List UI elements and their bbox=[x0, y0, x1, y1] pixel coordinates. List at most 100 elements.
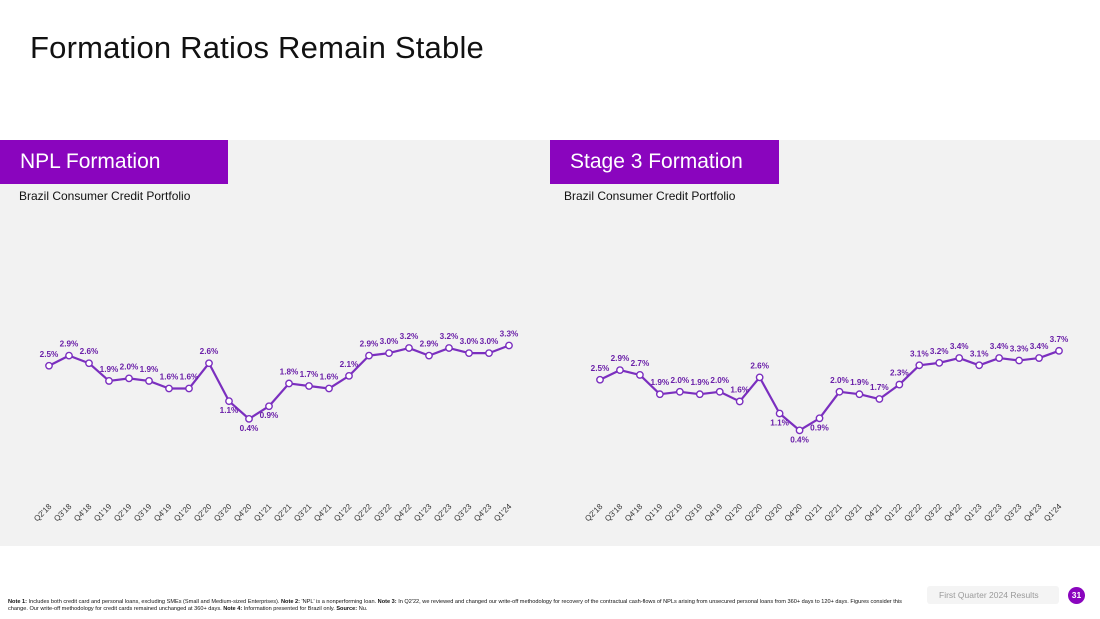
data-point-24 bbox=[505, 341, 513, 350]
data-point-11 bbox=[245, 414, 253, 423]
npl-panel-title: NPL Formation bbox=[0, 140, 228, 184]
data-label-2: 2.9% bbox=[60, 340, 79, 349]
note1-text: Includes both credit card and personal l… bbox=[26, 599, 281, 605]
data-label-15: 1.7% bbox=[870, 383, 889, 392]
data-point-21 bbox=[995, 354, 1004, 362]
data-point-19 bbox=[955, 354, 964, 362]
note1-label: Note 1: bbox=[8, 599, 27, 605]
data-label-20: 3.1% bbox=[970, 349, 989, 358]
note3-text: In Q2'22, we reviewed and changed our wr… bbox=[8, 599, 902, 613]
note2-text: 'NPL' is a nonperforming loan. bbox=[299, 599, 378, 605]
data-label-7: 1.6% bbox=[160, 373, 179, 382]
x-tick-label-20: Q1'23 bbox=[962, 502, 984, 524]
note4-text: Information presented for Brazil only. bbox=[242, 606, 337, 613]
data-label-19: 3.2% bbox=[400, 332, 419, 341]
data-label-8: 1.6% bbox=[730, 385, 749, 394]
data-label-18: 3.2% bbox=[930, 347, 949, 356]
data-point-9 bbox=[755, 373, 764, 382]
source-text: Nu. bbox=[357, 606, 368, 613]
data-label-14: 1.9% bbox=[850, 378, 869, 387]
data-point-16 bbox=[345, 371, 353, 380]
x-tick-label-5: Q2'19 bbox=[663, 502, 685, 524]
x-tick-label-9: Q2'20 bbox=[743, 502, 765, 524]
data-label-5: 2.0% bbox=[670, 376, 689, 385]
data-label-7: 2.0% bbox=[710, 376, 729, 385]
x-tick-label-10: Q3'20 bbox=[763, 502, 785, 524]
data-point-16 bbox=[895, 380, 904, 389]
data-label-3: 2.6% bbox=[80, 347, 99, 356]
data-label-24: 3.7% bbox=[1050, 335, 1069, 344]
data-point-14 bbox=[305, 382, 313, 390]
data-label-23: 3.4% bbox=[1030, 342, 1049, 351]
data-point-5 bbox=[125, 374, 133, 383]
x-tick-label-21: Q2'23 bbox=[982, 502, 1004, 524]
x-tick-label-24: Q1'24 bbox=[1042, 502, 1064, 524]
data-point-2 bbox=[65, 351, 73, 360]
data-point-22 bbox=[1015, 356, 1023, 365]
x-tick-label-8: Q1'20 bbox=[723, 502, 745, 524]
data-label-4: 1.9% bbox=[100, 365, 119, 374]
data-label-18: 3.0% bbox=[380, 337, 399, 346]
data-point-13 bbox=[835, 387, 844, 396]
page-title: Formation Ratios Remain Stable bbox=[30, 30, 484, 65]
footer-report-label: First Quarter 2024 Results bbox=[927, 586, 1059, 604]
note2-label: Note 2: bbox=[281, 599, 300, 605]
data-label-6: 1.9% bbox=[690, 378, 709, 387]
page-number-badge: 31 bbox=[1068, 587, 1085, 604]
data-point-22 bbox=[465, 349, 473, 357]
data-point-13 bbox=[285, 379, 293, 388]
npl-panel-subtitle: Brazil Consumer Credit Portfolio bbox=[19, 189, 191, 203]
x-tick-label-4: Q1'19 bbox=[643, 502, 665, 524]
data-point-15 bbox=[325, 384, 333, 393]
note4-label: Note 4: bbox=[223, 606, 243, 613]
data-point-4 bbox=[105, 377, 113, 385]
data-label-12: 0.9% bbox=[810, 423, 829, 432]
data-point-9 bbox=[205, 359, 213, 368]
data-label-21: 3.4% bbox=[990, 342, 1009, 351]
x-tick-label-3: Q4'18 bbox=[623, 502, 645, 524]
data-point-18 bbox=[385, 349, 393, 357]
data-point-10 bbox=[225, 397, 233, 406]
data-label-24: 3.3% bbox=[500, 330, 519, 339]
data-point-17 bbox=[365, 351, 373, 360]
data-point-6 bbox=[695, 390, 704, 399]
data-label-2: 2.9% bbox=[611, 354, 630, 363]
x-tick-label-17: Q2'22 bbox=[902, 502, 924, 524]
chart-background-band bbox=[0, 140, 1100, 546]
x-tick-label-15: Q4'21 bbox=[863, 502, 885, 524]
data-label-9: 2.6% bbox=[750, 361, 769, 370]
data-point-21 bbox=[445, 344, 453, 352]
data-point-19 bbox=[405, 344, 413, 352]
data-label-22: 3.0% bbox=[460, 337, 479, 346]
x-tick-label-2: Q3'18 bbox=[603, 502, 625, 524]
data-label-6: 1.9% bbox=[140, 365, 159, 374]
data-point-1 bbox=[596, 375, 604, 384]
data-point-3 bbox=[85, 359, 93, 368]
data-label-12: 0.9% bbox=[260, 411, 279, 420]
stage3-panel-title: Stage 3 Formation bbox=[550, 140, 779, 184]
data-point-10 bbox=[775, 409, 784, 418]
data-label-20: 2.9% bbox=[420, 340, 439, 349]
data-label-11: 0.4% bbox=[240, 424, 259, 433]
data-label-13: 2.0% bbox=[830, 376, 849, 385]
data-label-4: 1.9% bbox=[651, 378, 670, 387]
data-label-5: 2.0% bbox=[120, 362, 139, 371]
x-tick-label-19: Q4'22 bbox=[942, 502, 964, 524]
x-tick-label-12: Q1'21 bbox=[803, 502, 825, 524]
data-label-11: 0.4% bbox=[790, 435, 809, 444]
data-point-8 bbox=[185, 384, 193, 393]
data-point-8 bbox=[735, 397, 744, 406]
data-point-4 bbox=[655, 390, 664, 399]
x-tick-label-13: Q2'21 bbox=[823, 502, 845, 524]
x-tick-label-7: Q4'19 bbox=[703, 502, 725, 524]
data-point-11 bbox=[795, 426, 804, 435]
data-point-6 bbox=[145, 377, 153, 385]
data-point-20 bbox=[975, 361, 984, 370]
data-point-23 bbox=[1035, 354, 1043, 362]
data-point-17 bbox=[915, 361, 924, 370]
data-point-2 bbox=[616, 366, 624, 375]
data-point-14 bbox=[855, 390, 864, 399]
data-label-15: 1.6% bbox=[320, 373, 339, 382]
data-label-16: 2.3% bbox=[890, 369, 909, 378]
